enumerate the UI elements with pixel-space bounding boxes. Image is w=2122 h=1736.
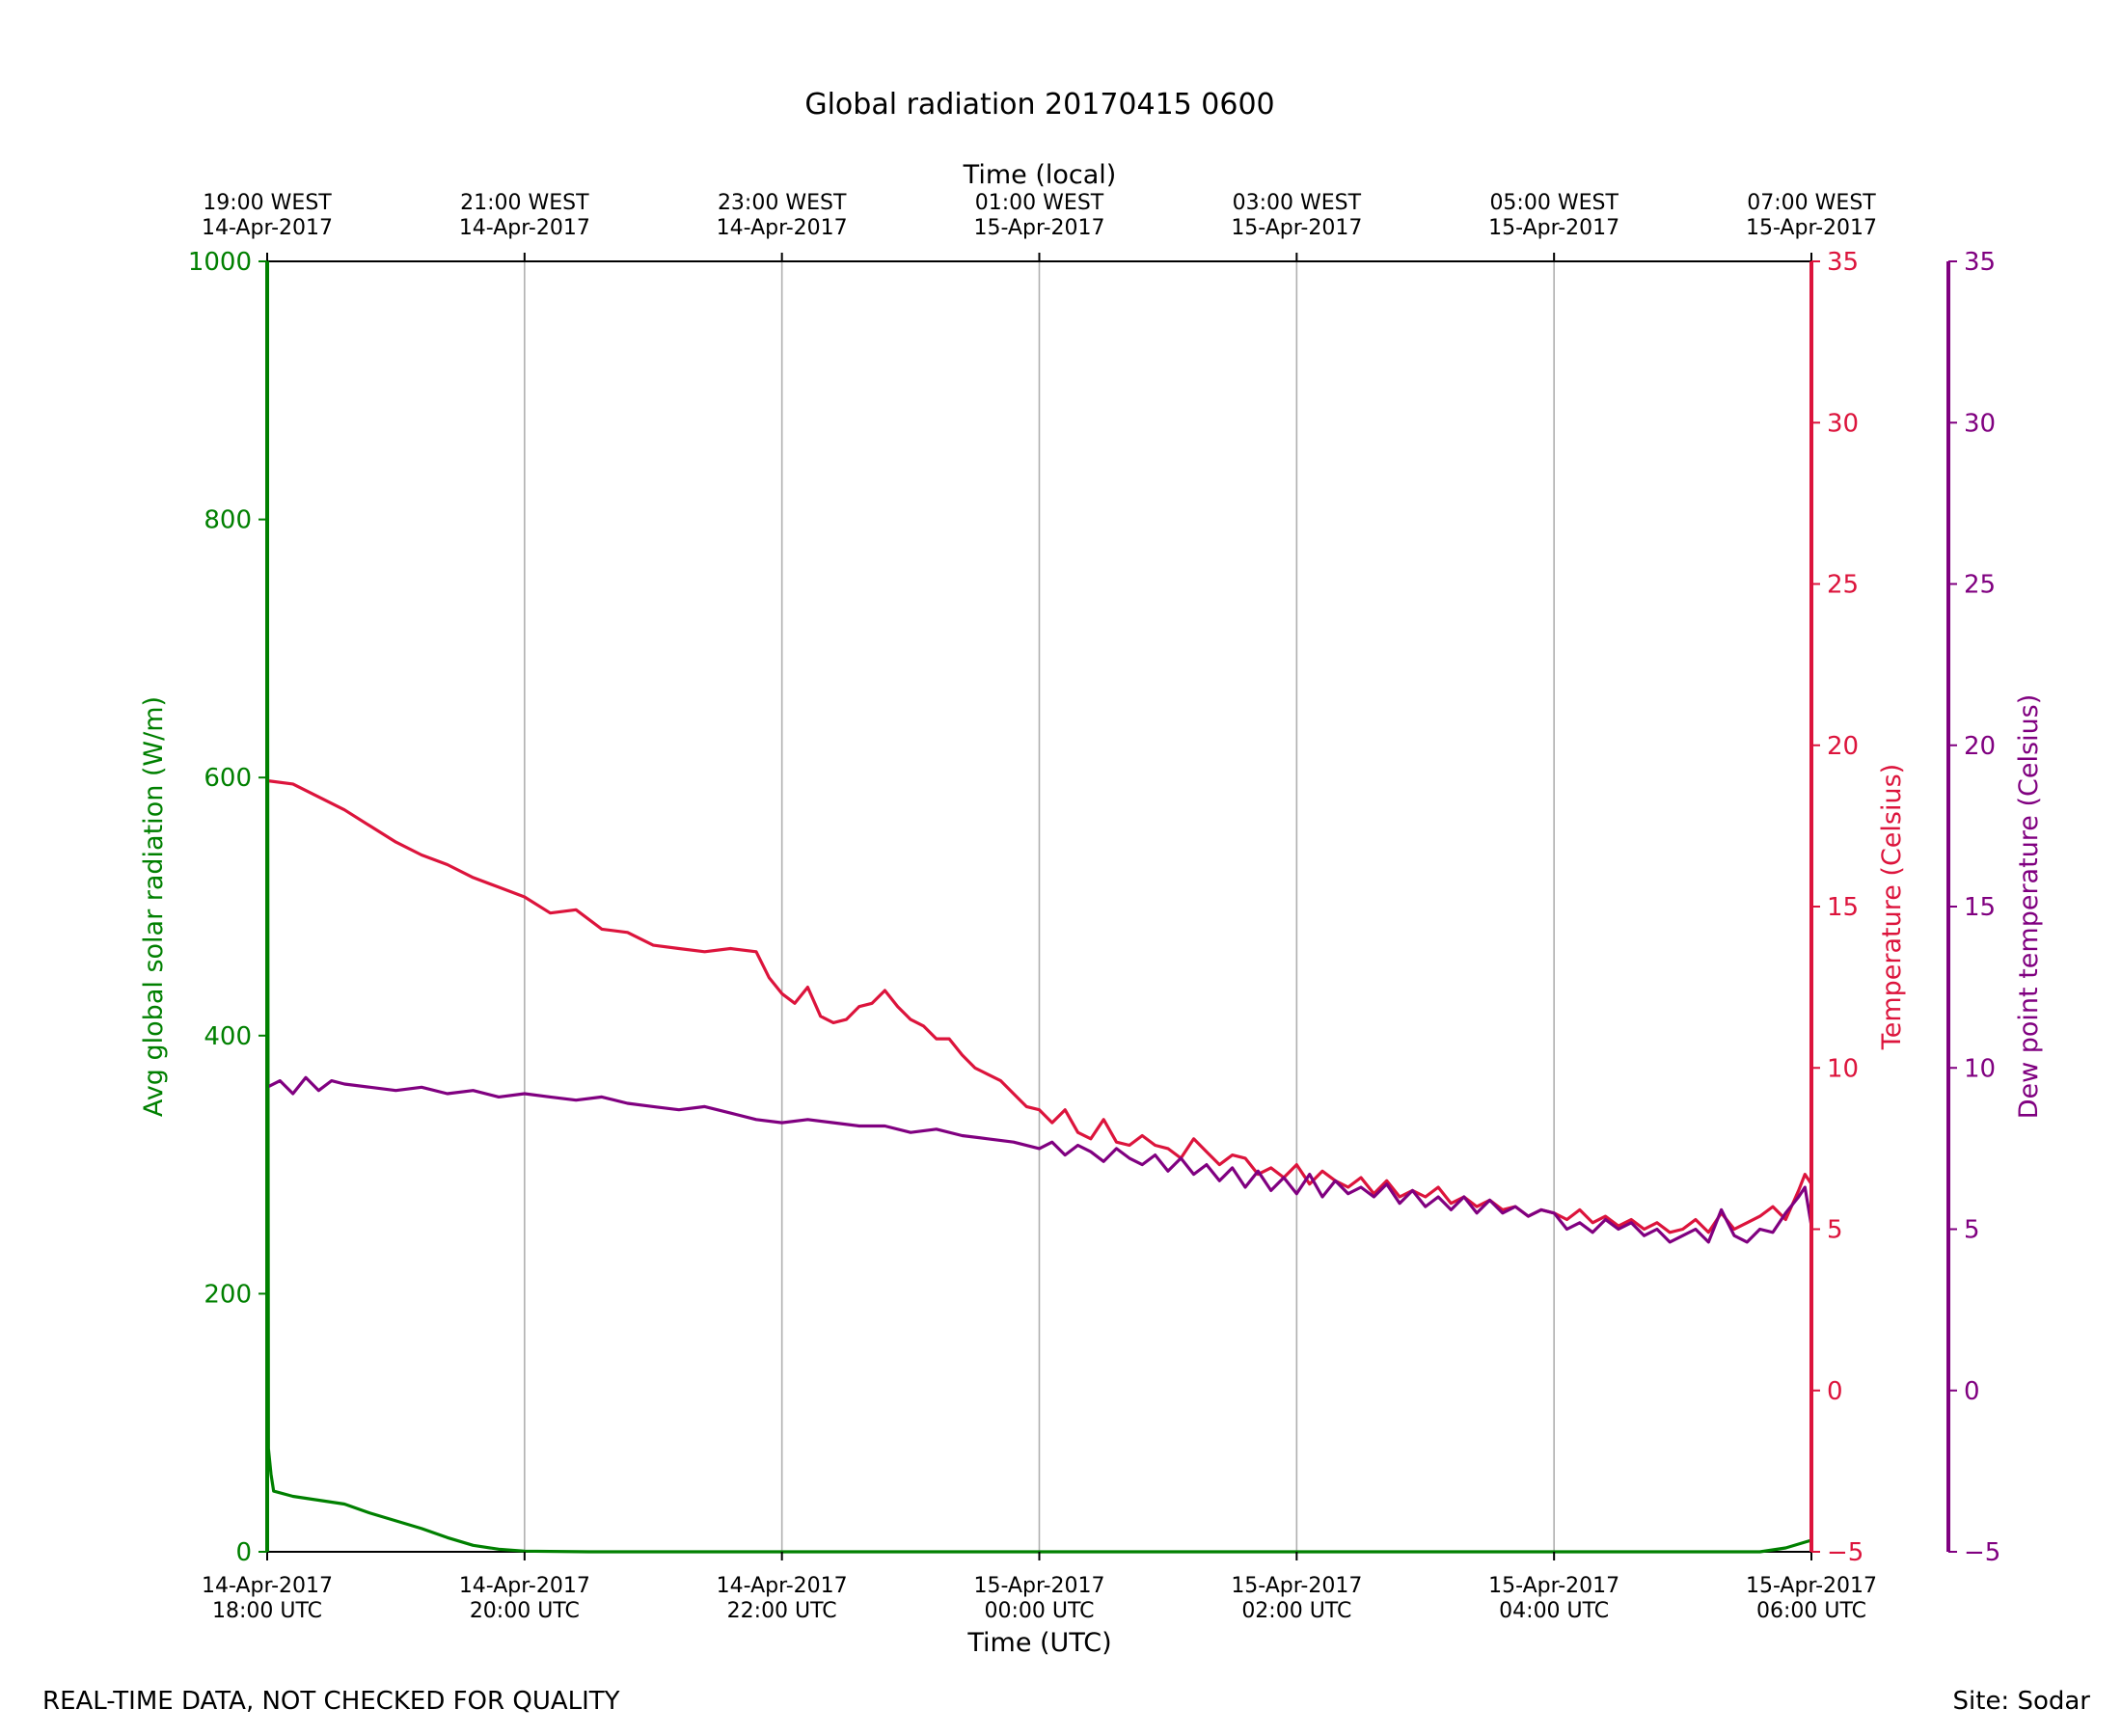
series-lines <box>265 259 1813 1554</box>
x-tick-label-date: 14-Apr-2017 <box>202 1574 333 1598</box>
top-tick-label-time: 21:00 WEST <box>460 191 589 215</box>
chart-title: Global radiation 20170415 0600 <box>804 88 1274 122</box>
vertical-grid <box>524 261 1555 1552</box>
top-tick-label-time: 23:00 WEST <box>718 191 847 215</box>
temperature-tick-label: 30 <box>1827 409 1859 438</box>
top-tick-label-date: 15-Apr-2017 <box>1231 216 1362 240</box>
dewpoint-tick-label: 20 <box>1964 732 1996 761</box>
footer-disclaimer: REAL-TIME DATA, NOT CHECKED FOR QUALITY <box>42 1687 620 1716</box>
radiation-tick-label: 400 <box>204 1022 252 1051</box>
dewpoint-tick-label: 5 <box>1964 1216 1980 1245</box>
x-tick-label-date: 15-Apr-2017 <box>1231 1574 1362 1598</box>
dewpoint-tick-label: 25 <box>1964 571 1996 600</box>
dewpoint-tick-label: 35 <box>1964 248 1996 277</box>
temperature-axis: −5 0 5 10 15 20 25 30 35 <box>1809 248 1864 1567</box>
x-tick-label-time: 20:00 UTC <box>470 1599 580 1623</box>
dewpoint-axis: −5 0 5 10 15 20 25 30 35 <box>1946 248 2000 1567</box>
dewpoint-tick-label: 30 <box>1964 409 1996 438</box>
top-tick-label-time: 19:00 WEST <box>203 191 332 215</box>
top-tick-label-time: 07:00 WEST <box>1747 191 1876 215</box>
x-tick-label-date: 14-Apr-2017 <box>717 1574 848 1598</box>
bottom-axis-label: Time (UTC) <box>966 1628 1111 1658</box>
radiation-axis-label: Avg global solar radiation (W/m) <box>139 696 169 1117</box>
top-tick-label-date: 14-Apr-2017 <box>459 216 590 240</box>
temperature-series-line <box>265 778 1813 1234</box>
x-tick-label-time: 18:00 UTC <box>212 1599 322 1623</box>
top-axis-label: Time (local) <box>963 160 1117 190</box>
dewpoint-tick-label: −5 <box>1964 1538 2000 1567</box>
radiation-tick-label: 0 <box>235 1538 252 1567</box>
x-tick-label-date: 15-Apr-2017 <box>973 1574 1104 1598</box>
dewpoint-tick-label: 10 <box>1964 1054 1996 1083</box>
x-tick-label-date: 15-Apr-2017 <box>1746 1574 1877 1598</box>
radiation-tick-label: 600 <box>204 764 252 793</box>
radiation-tick-label: 200 <box>204 1280 252 1309</box>
temperature-tick-label: 15 <box>1827 893 1859 922</box>
top-tick-label-date: 15-Apr-2017 <box>1488 216 1619 240</box>
radiation-tick-label: 1000 <box>188 248 252 277</box>
temperature-axis-label: Temperature (Celsius) <box>1877 764 1907 1050</box>
radiation-tick-label: 800 <box>204 506 252 535</box>
dewpoint-series-line <box>265 1075 1813 1244</box>
radiation-axis: 0 200 400 600 800 1000 <box>188 248 269 1567</box>
temperature-tick-label: 35 <box>1827 248 1859 277</box>
x-tick-label-time: 22:00 UTC <box>727 1599 837 1623</box>
temperature-tick-label: 10 <box>1827 1054 1859 1083</box>
top-tick-label-date: 14-Apr-2017 <box>202 216 333 240</box>
x-tick-label-time: 02:00 UTC <box>1241 1599 1351 1623</box>
x-tick-label-time: 06:00 UTC <box>1756 1599 1866 1623</box>
top-tick-label-time: 05:00 WEST <box>1489 191 1619 215</box>
top-tick-label-date: 15-Apr-2017 <box>973 216 1104 240</box>
temperature-tick-label: 20 <box>1827 732 1859 761</box>
x-tick-label-date: 15-Apr-2017 <box>1488 1574 1619 1598</box>
x-tick-label-date: 14-Apr-2017 <box>459 1574 590 1598</box>
dewpoint-axis-label: Dew point temperature (Celsius) <box>2014 694 2044 1120</box>
x-tick-label-time: 04:00 UTC <box>1499 1599 1609 1623</box>
x-tick-label-time: 00:00 UTC <box>984 1599 1094 1623</box>
temperature-tick-label: 5 <box>1827 1216 1843 1245</box>
temperature-tick-label: 25 <box>1827 571 1859 600</box>
radiation-series-line <box>265 259 1813 1554</box>
footer-site: Site: Sodar <box>1953 1687 2091 1716</box>
dewpoint-tick-label: 15 <box>1964 893 1996 922</box>
top-tick-label-date: 15-Apr-2017 <box>1746 216 1877 240</box>
temperature-tick-label: 0 <box>1827 1377 1843 1406</box>
top-tick-label-date: 14-Apr-2017 <box>717 216 848 240</box>
top-tick-label-time: 03:00 WEST <box>1233 191 1362 215</box>
top-tick-label-time: 01:00 WEST <box>975 191 1104 215</box>
dewpoint-tick-label: 0 <box>1964 1377 1980 1406</box>
temperature-tick-label: −5 <box>1827 1538 1864 1567</box>
